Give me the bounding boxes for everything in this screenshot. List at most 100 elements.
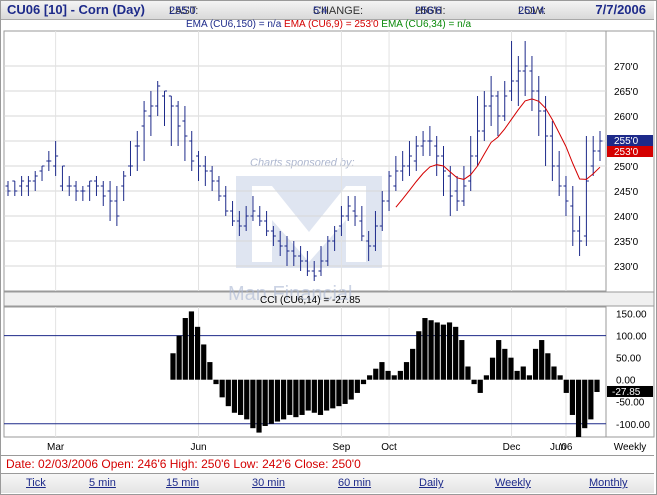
cci-bar [489, 357, 496, 380]
cci-bar [182, 318, 188, 380]
x-tick-label: Weekly [614, 442, 647, 453]
ohlc-bar [209, 166, 215, 191]
cci-tick-label: -100.00 [616, 420, 650, 431]
cci-bar [213, 379, 219, 385]
cci-title: CCI (CU6,14) = -27.85 [260, 295, 361, 306]
cci-tick-label: 150.00 [616, 310, 647, 321]
ohlc-bar [189, 131, 195, 171]
cci-bar [410, 348, 416, 380]
ohlc-bar [400, 151, 406, 181]
cci-bar [299, 379, 305, 415]
link-30min[interactable]: 30 min [252, 477, 286, 489]
price-tick-label: 240'0 [614, 212, 639, 223]
cci-bar [483, 375, 489, 380]
cci-bar [403, 362, 410, 380]
cci-bar [526, 375, 533, 380]
ohlc-bar [87, 180, 93, 201]
ohlc-bar [495, 91, 501, 136]
cci-bar [588, 379, 594, 420]
quote-date: 7/7/2006 [595, 2, 646, 17]
cci-bar [385, 370, 391, 380]
ohlc-bar [39, 165, 45, 181]
link-daily[interactable]: Daily [419, 477, 444, 489]
cci-bar [453, 326, 459, 380]
link-5min[interactable]: 5 min [89, 477, 116, 489]
cci-last-tag-text: -27.85 [612, 387, 641, 398]
ohlc-bar [32, 171, 38, 191]
ohlc-bar [141, 101, 147, 161]
link-15min[interactable]: 15 min [166, 477, 200, 489]
ohlc-bar [80, 186, 86, 201]
cci-bar [317, 379, 324, 415]
cci-bar [244, 379, 250, 420]
cci-bar [231, 379, 238, 413]
cci-tick-label: 100.00 [616, 332, 647, 343]
ohlc-bar [577, 216, 583, 256]
ohlc-bar [257, 206, 263, 226]
cci-bar [250, 379, 256, 429]
link-weekly[interactable]: Weekly [495, 477, 531, 489]
cci-bar [262, 379, 268, 426]
x-tick-label: Jun [550, 442, 566, 453]
cci-last-tag [607, 385, 653, 397]
ohlc-bar [291, 241, 297, 266]
cci-bar [569, 379, 576, 415]
ohlc-bar [175, 101, 181, 146]
ohlc-bar [284, 236, 290, 266]
cci-tick-label: 0.00 [616, 376, 636, 387]
link-60min[interactable]: 60 min [338, 477, 372, 489]
cci-bar [563, 379, 569, 393]
ohlc-bar [332, 226, 338, 251]
ohlc-bar [536, 76, 542, 136]
ohlc-bar [447, 166, 453, 216]
cci-bar [520, 366, 526, 380]
cci-bar [330, 379, 336, 409]
cci-bar [354, 379, 360, 393]
cci-bar [477, 379, 483, 393]
ohlc-bar [529, 56, 535, 111]
low-value: 251'4 [518, 5, 545, 17]
ema9-legend: EMA (CU6,9) = 253'0 [284, 19, 379, 30]
status-bar: Date: 02/03/2006 Open: 246'6 High: 250'6… [1, 455, 654, 474]
ohlc-bar [549, 121, 555, 181]
link-tick[interactable]: Tick [26, 477, 46, 489]
last-price-tag [607, 135, 653, 146]
link-monthly[interactable]: Monthly [589, 477, 628, 489]
cci-bar [342, 379, 348, 404]
cci-bar [446, 322, 453, 380]
ohlc-bar [522, 41, 528, 96]
ohlc-bar [325, 236, 331, 266]
cci-bar [551, 366, 557, 380]
ema9-line [395, 98, 601, 208]
price-tick-label: 270'0 [614, 62, 639, 73]
last-value: 255'0 [169, 5, 196, 17]
ohlc-bar [298, 246, 304, 271]
ohlc-bar [277, 231, 283, 256]
ohlc-bar [427, 126, 433, 156]
ohlc-bar [406, 141, 412, 176]
watermark-m [252, 186, 366, 262]
ohlc-bar [440, 146, 446, 196]
ohlc-bar [434, 136, 440, 176]
ema150-legend: EMA (CU6,150) = n/a [185, 19, 282, 30]
ohlc-bar [597, 131, 603, 161]
timeframe-bar: Tick 5 min 15 min 30 min 60 min Daily We… [1, 474, 654, 493]
ohlc-bar [59, 165, 65, 191]
ohlc-bar [502, 81, 508, 121]
ohlc-bar [12, 180, 18, 196]
cci-bar [324, 379, 330, 411]
cci-bar [532, 348, 539, 380]
ohlc-bar [73, 181, 79, 201]
ohlc-bar [590, 136, 596, 176]
cci-bar [293, 379, 299, 418]
ohlc-bar [359, 206, 365, 241]
ohlc-bar [66, 176, 72, 196]
ohlc-bar [196, 151, 202, 181]
ohlc-bar [556, 151, 562, 196]
cci-bar [434, 322, 440, 380]
price-axis-panel [605, 30, 655, 438]
cci-bar [539, 340, 545, 380]
ohlc-bar [53, 141, 59, 176]
ohlc-bar [93, 176, 99, 196]
